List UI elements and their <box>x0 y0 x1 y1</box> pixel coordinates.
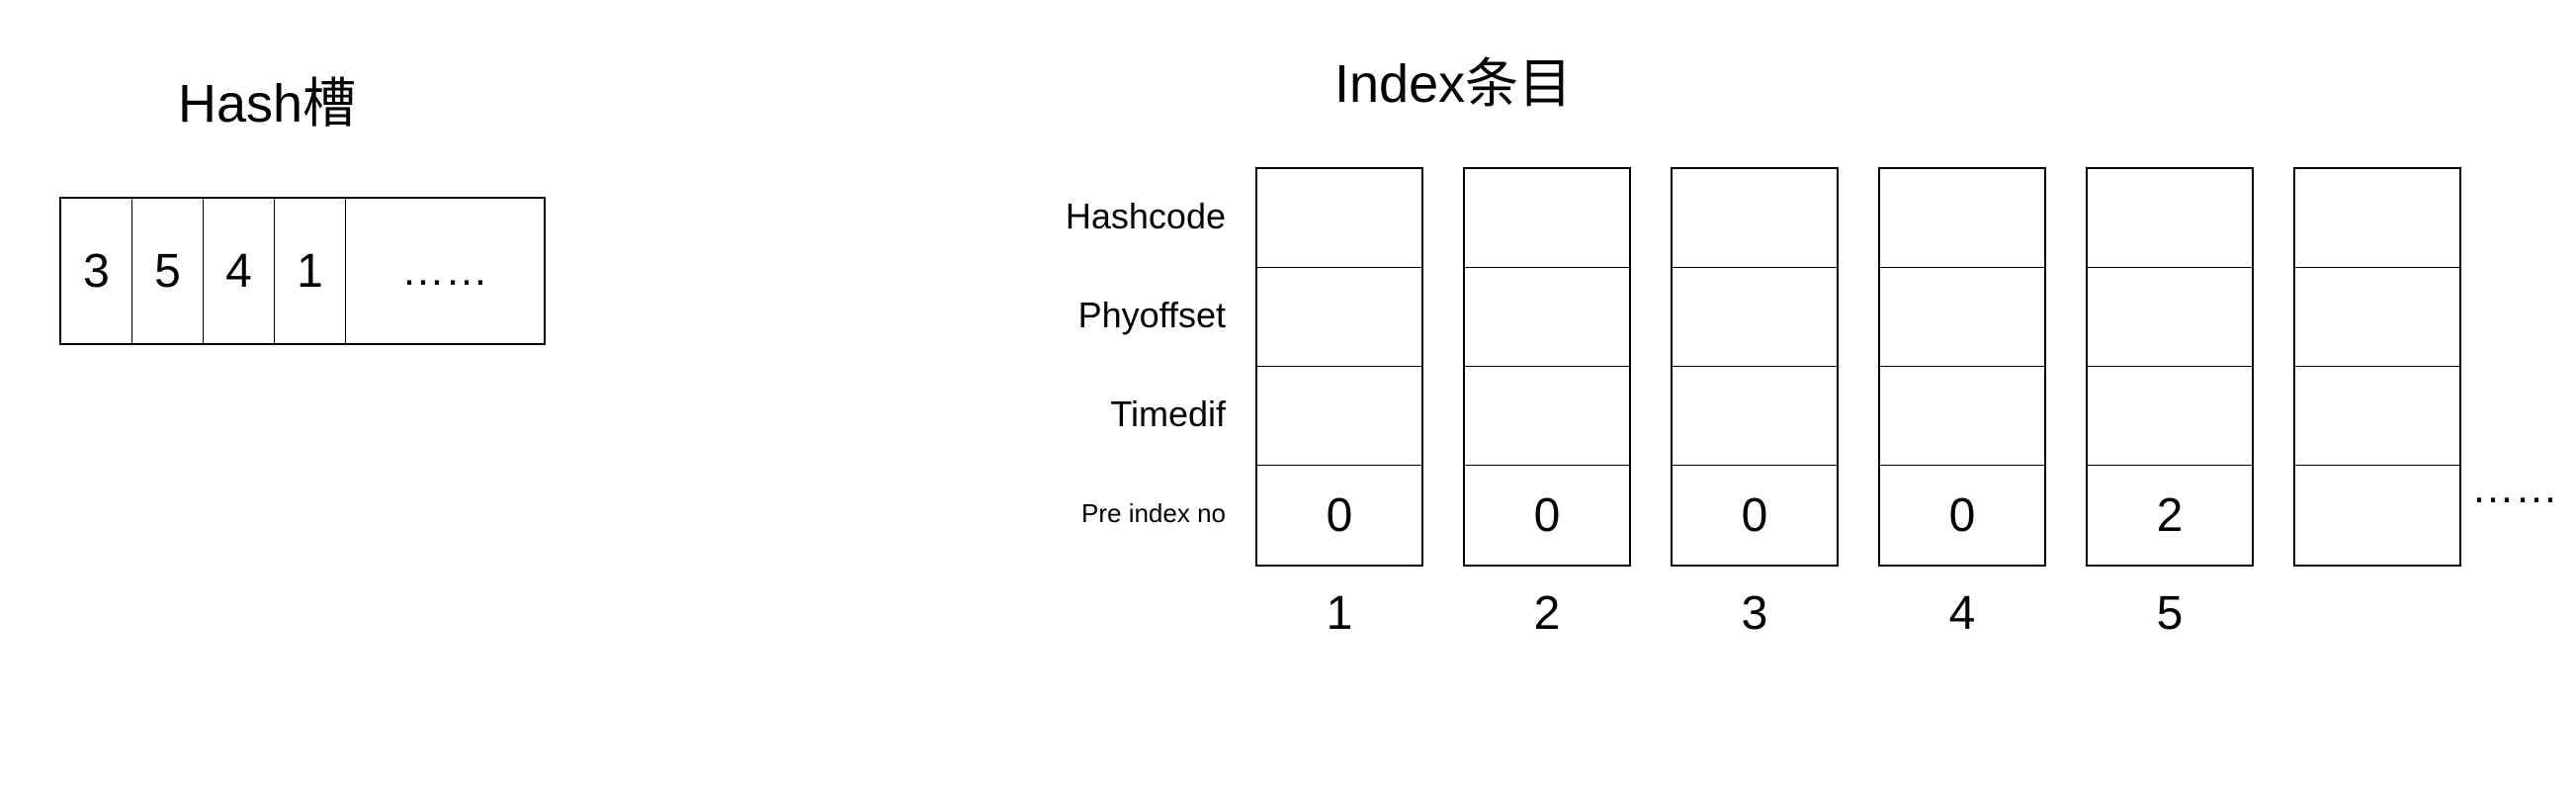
index-cell <box>1465 268 1629 367</box>
index-content: Hashcode Phyoffset Timedif Pre index no … <box>1008 167 2558 641</box>
index-cell <box>2295 466 2459 565</box>
hash-slot-cell-ellipsis: …… <box>346 199 544 343</box>
index-cell <box>1673 169 1837 268</box>
index-cell: 2 <box>2088 466 2252 565</box>
row-label-timedif: Timedif <box>1008 365 1236 464</box>
index-column: 0 <box>1878 167 2046 567</box>
index-cell <box>1257 169 1421 268</box>
hash-slot-table: 3 5 4 1 …… <box>59 197 546 345</box>
index-column-wrapper: 0 4 <box>1878 167 2046 641</box>
index-cell <box>2088 169 2252 268</box>
index-section: Index条目 Hashcode Phyoffset Timedif Pre i… <box>1008 40 2558 641</box>
index-columns: 0 1 0 2 0 3 <box>1255 167 2461 641</box>
column-number: 4 <box>1949 586 1976 641</box>
hash-slot-cell: 3 <box>61 199 132 343</box>
index-cell <box>1257 367 1421 466</box>
hash-slot-cell: 1 <box>275 199 346 343</box>
index-column-wrapper: 2 5 <box>2086 167 2254 641</box>
index-cell: 0 <box>1673 466 1837 565</box>
index-title: Index条目 <box>1334 40 2558 118</box>
index-cell <box>1880 268 2044 367</box>
index-column-wrapper: 0 3 <box>1671 167 1839 641</box>
index-column <box>2293 167 2461 567</box>
index-column: 0 <box>1255 167 1423 567</box>
ellipsis-icon: …… <box>2471 464 2558 513</box>
column-number: 2 <box>1534 586 1561 641</box>
index-cell <box>1880 367 2044 466</box>
column-number: 3 <box>1742 586 1768 641</box>
index-cell <box>1673 268 1837 367</box>
row-labels: Hashcode Phyoffset Timedif Pre index no <box>1008 167 1236 563</box>
index-cell <box>2295 268 2459 367</box>
hash-slot-cell: 4 <box>204 199 275 343</box>
row-label-hashcode: Hashcode <box>1008 167 1236 266</box>
index-cell <box>1465 169 1629 268</box>
row-label-phyoffset: Phyoffset <box>1008 266 1236 365</box>
index-cell <box>2295 367 2459 466</box>
index-cell <box>1257 268 1421 367</box>
index-cell <box>1880 169 2044 268</box>
index-cell: 0 <box>1880 466 2044 565</box>
hash-slot-title: Hash槽 <box>178 59 546 137</box>
index-cell <box>1465 367 1629 466</box>
column-number: 5 <box>2157 586 2184 641</box>
column-number: 1 <box>1327 586 1353 641</box>
index-cell <box>1673 367 1837 466</box>
index-column: 0 <box>1463 167 1631 567</box>
row-label-preindexno: Pre index no <box>1008 464 1236 563</box>
index-cell <box>2088 268 2252 367</box>
index-cell: 0 <box>1257 466 1421 565</box>
index-column: 0 <box>1671 167 1839 567</box>
index-cell <box>2295 169 2459 268</box>
index-column: 2 <box>2086 167 2254 567</box>
hash-slot-section: Hash槽 3 5 4 1 …… <box>59 59 546 345</box>
hash-slot-cell: 5 <box>132 199 204 343</box>
index-column-wrapper: 0 1 <box>1255 167 1423 641</box>
index-cell: 0 <box>1465 466 1629 565</box>
index-column-wrapper <box>2293 167 2461 641</box>
index-cell <box>2088 367 2252 466</box>
index-column-wrapper: 0 2 <box>1463 167 1631 641</box>
